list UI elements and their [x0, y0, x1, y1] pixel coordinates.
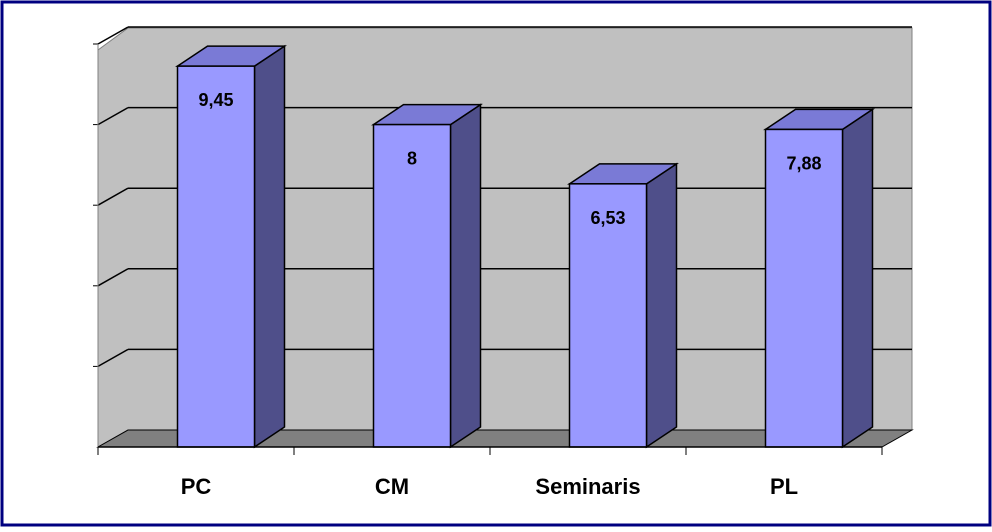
bar [176, 65, 256, 448]
data-label: 9,45 [198, 90, 233, 110]
gridline-side [97, 187, 129, 206]
data-label: 8 [407, 149, 417, 169]
bar-side [253, 44, 286, 449]
gridline-side [97, 26, 129, 45]
x-axis: PC CM Seminaris PL [93, 43, 883, 499]
bar [568, 183, 648, 448]
bar [372, 123, 452, 448]
data-label: 7,88 [786, 153, 821, 173]
bar-side [645, 162, 678, 449]
x-tick-label: PC [181, 474, 212, 499]
data-label: 6,53 [590, 208, 625, 228]
gridline-side [97, 268, 129, 287]
x-tick-label: PL [770, 474, 798, 499]
bar-side [841, 108, 874, 449]
x-tick-label: Seminaris [535, 474, 640, 499]
data-labels: 9,45 8 6,53 7,88 [198, 90, 821, 228]
x-tick-label: CM [375, 474, 409, 499]
gridline-side [97, 348, 129, 368]
bar-side [449, 103, 482, 449]
gridline-side [97, 106, 129, 126]
bar [764, 128, 844, 448]
